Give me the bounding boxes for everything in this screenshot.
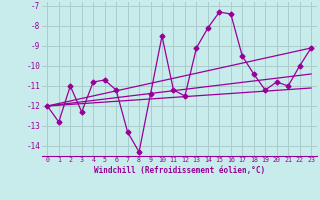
X-axis label: Windchill (Refroidissement éolien,°C): Windchill (Refroidissement éolien,°C) — [94, 166, 265, 175]
